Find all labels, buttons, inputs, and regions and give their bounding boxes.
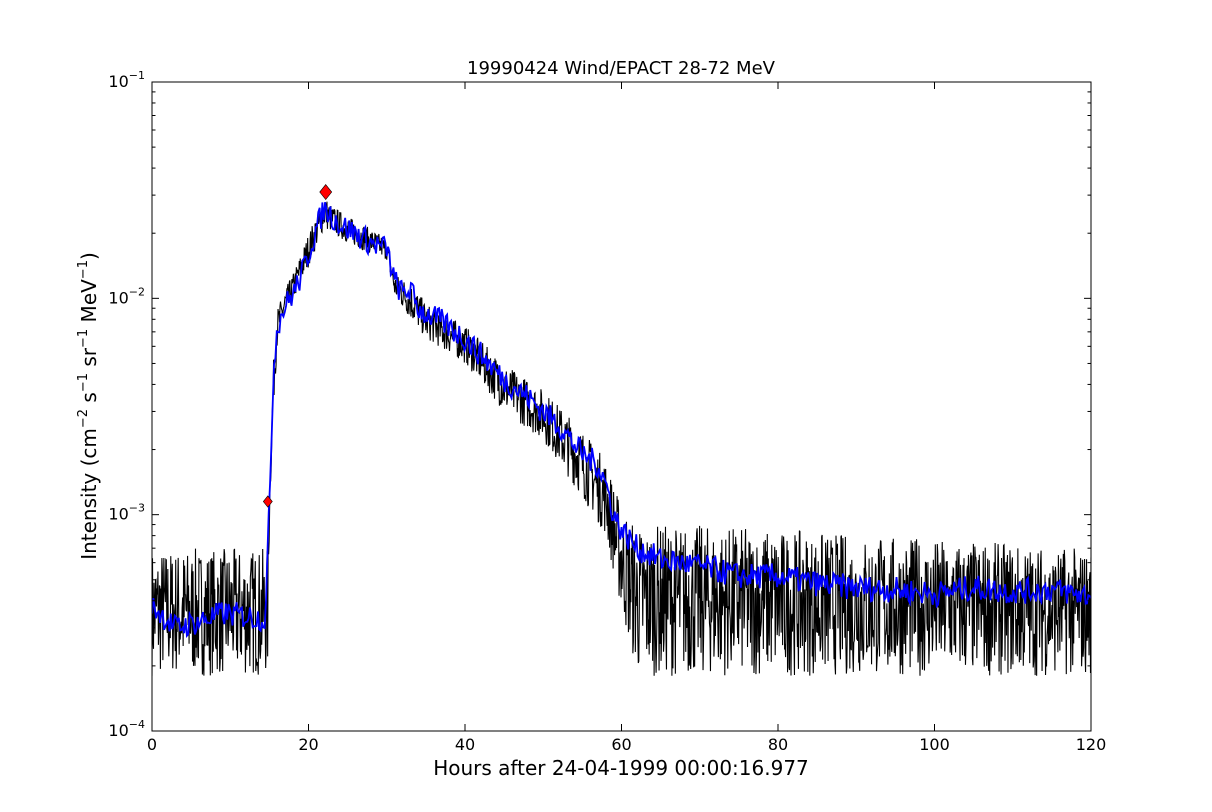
y-axis-title-suffix: ) <box>77 252 101 260</box>
x-tick-label-20: 20 <box>298 735 318 754</box>
y-tick-label-2: 10−2 <box>108 285 145 307</box>
marker-2 <box>319 184 333 201</box>
plot-area <box>151 81 1092 732</box>
x-tick-label-60: 60 <box>611 735 631 754</box>
x-tick-label-80: 80 <box>768 735 788 754</box>
y-axis-title-prefix: Intensity (cm <box>77 428 101 560</box>
smoothed-series-line <box>152 202 1091 639</box>
y-tick-label-0: 10−4 <box>108 718 145 740</box>
y-axis-title: Intensity (cm−2 s−1 sr−1 MeV−1) <box>76 252 101 560</box>
y-axis-title-mev-exp: −1 <box>76 260 91 279</box>
x-axis-title: Hours after 24-04-1999 00:00:16.977 <box>433 756 809 780</box>
y-axis-title-s: s <box>77 392 101 409</box>
smoothed-series <box>152 202 1091 639</box>
y-axis-title-cm-exp: −2 <box>76 409 91 428</box>
markers <box>262 184 333 508</box>
y-tick-label-3: 10−1 <box>108 69 145 91</box>
y-tick-label-1: 10−3 <box>108 502 145 524</box>
x-tick-label-40: 40 <box>455 735 475 754</box>
y-axis-title-s-exp: −1 <box>76 373 91 392</box>
x-axis: 0 20 40 60 80 100 120 <box>147 82 1106 754</box>
y-axis-title-sr-exp: −1 <box>76 329 91 348</box>
y-axis-title-mev: MeV <box>77 279 101 329</box>
y-axis-title-sr: sr <box>77 347 101 373</box>
chart-title: 19990424 Wind/EPACT 28-72 MeV <box>467 58 776 79</box>
marker-1 <box>262 495 273 508</box>
x-tick-label-120: 120 <box>1076 735 1107 754</box>
x-tick-label-0: 0 <box>147 735 157 754</box>
x-tick-label-100: 100 <box>919 735 950 754</box>
y-axis: 10−4 10−3 10−2 10−1 <box>108 69 1091 740</box>
